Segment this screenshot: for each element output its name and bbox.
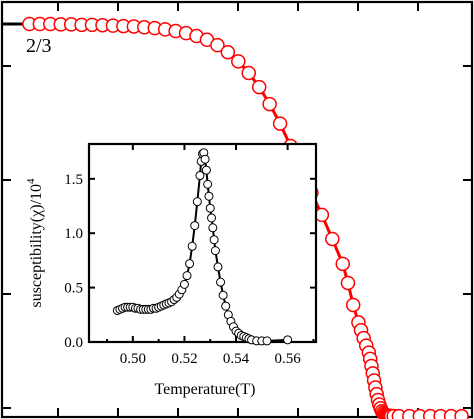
inset-y-tick-label: 1.0 bbox=[64, 226, 83, 242]
inset-data-point bbox=[185, 259, 195, 269]
data-point bbox=[231, 54, 246, 69]
inset-x-tick-label: 0.50 bbox=[120, 351, 146, 367]
inset-data-point bbox=[201, 165, 211, 175]
data-point bbox=[454, 408, 469, 419]
inset-x-tick-label: 0.52 bbox=[171, 351, 197, 367]
inset-x-tick-label: 0.56 bbox=[275, 351, 302, 367]
inset-data-point bbox=[195, 171, 205, 181]
inset-data-point bbox=[209, 235, 219, 245]
inset-y-tick-label: 0.0 bbox=[64, 335, 83, 351]
data-point bbox=[345, 297, 361, 313]
data-point bbox=[241, 65, 256, 81]
inset-y-axis-title-exponent: 4 bbox=[25, 178, 37, 184]
inset-data-point bbox=[205, 203, 215, 213]
inset-axis-ticks: 0.50 0.52 0.54 0.56 0.0 0.5 1.0 1.5 bbox=[64, 144, 316, 367]
data-point bbox=[220, 44, 236, 60]
data-point bbox=[210, 37, 225, 53]
inset-data-point bbox=[210, 246, 220, 256]
data-point bbox=[272, 116, 288, 131]
inset-data-point bbox=[204, 191, 214, 201]
data-point bbox=[335, 256, 350, 272]
inset-y-axis-title: susceptibility(χ)/104 bbox=[25, 178, 45, 308]
series-points bbox=[22, 16, 469, 419]
inset-data-point bbox=[207, 213, 217, 223]
inset-data-point bbox=[283, 335, 293, 345]
data-point bbox=[314, 207, 330, 223]
inset-data-point bbox=[216, 277, 226, 287]
annotation-two-thirds: 2/3 bbox=[26, 35, 52, 57]
inset-y-tick-label: 0.5 bbox=[64, 281, 83, 297]
inset-data-point bbox=[190, 221, 200, 231]
inset-y-tick-label: 1.5 bbox=[64, 172, 83, 188]
data-point bbox=[251, 79, 267, 95]
inset-data-point bbox=[208, 223, 218, 233]
inset-series-points bbox=[112, 148, 293, 346]
inset-x-axis-title: Temperature(T) bbox=[154, 381, 255, 398]
inset-y-axis-title-base: susceptibility(χ)/10 bbox=[28, 184, 45, 308]
inset-data-point bbox=[187, 241, 197, 251]
data-point bbox=[325, 231, 340, 247]
inset-x-tick-label: 0.54 bbox=[223, 351, 250, 367]
inset-data-point bbox=[200, 154, 210, 164]
inset-data-point bbox=[262, 336, 272, 346]
inset-data-point bbox=[182, 271, 192, 281]
inset-data-point bbox=[192, 197, 202, 207]
inset-data-point bbox=[213, 262, 223, 272]
inset-data-point bbox=[218, 290, 228, 300]
inset-data-point bbox=[179, 279, 189, 289]
data-point bbox=[262, 96, 277, 112]
inset-data-point bbox=[221, 301, 231, 311]
inset-data-point bbox=[203, 179, 213, 189]
inset-plot: 0.50 0.52 0.54 0.56 0.0 0.5 1.0 1.5 Temperature… bbox=[25, 142, 318, 398]
data-point bbox=[340, 275, 356, 291]
